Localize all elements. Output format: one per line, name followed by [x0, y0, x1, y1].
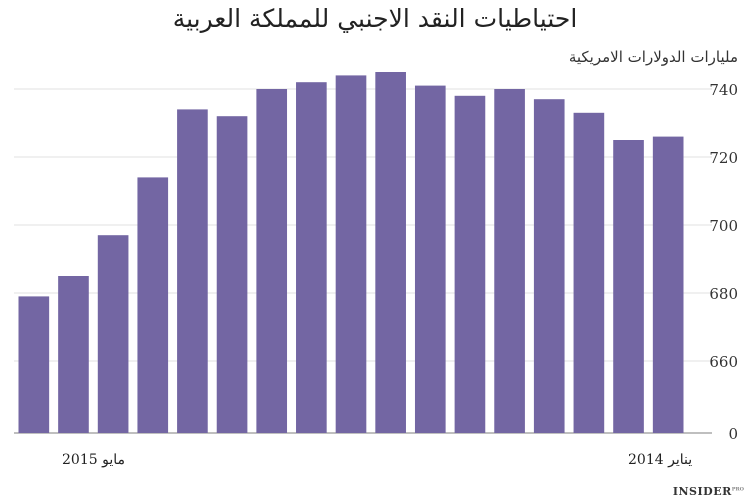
y-tick-label: 740: [709, 81, 738, 99]
bar: [613, 140, 644, 433]
bar: [256, 89, 288, 433]
bar: [652, 136, 684, 433]
x-tick-label-end: يناير 2014: [628, 452, 693, 468]
bar: [296, 82, 327, 433]
bar: [533, 99, 565, 433]
y-tick-label: 720: [709, 149, 738, 167]
bar: [18, 296, 50, 433]
bar: [97, 235, 129, 433]
bar: [335, 75, 367, 434]
bar: [375, 72, 406, 433]
bar: [414, 85, 446, 433]
y-tick-label: 680: [709, 285, 738, 303]
x-tick-label-start: مايو 2015: [62, 452, 125, 468]
bar: [216, 116, 248, 433]
bar: [58, 276, 89, 433]
bars: [18, 72, 684, 434]
y-tick-label: 0: [728, 425, 738, 443]
bar: [573, 112, 605, 434]
bar: [137, 177, 169, 433]
y-tick-label: 660: [709, 353, 738, 371]
y-tick-label: 700: [709, 217, 738, 235]
bar: [494, 89, 525, 433]
insider-pro-logo: INSIDERPRO: [672, 485, 744, 498]
y-axis-label: مليارات الدولارات الامريكية: [568, 48, 738, 66]
bar: [454, 95, 486, 434]
y-tick-labels: 660 680 700 720 740 0: [709, 81, 738, 443]
chart-title: احتياطيات النقد الاجنبي للمملكة العربية: [172, 4, 578, 33]
bar: [177, 109, 208, 434]
